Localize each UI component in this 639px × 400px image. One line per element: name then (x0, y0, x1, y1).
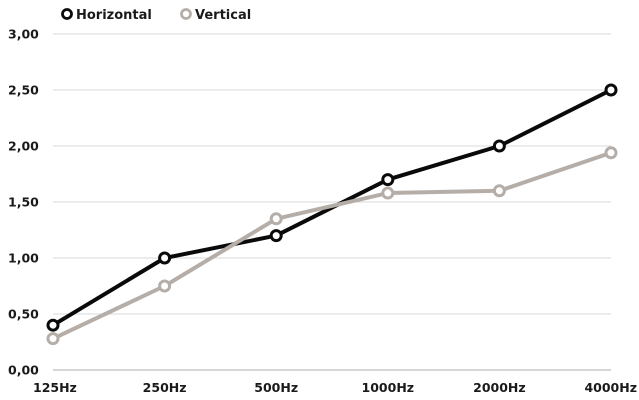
data-point (604, 146, 618, 160)
y-gridlines (53, 33, 611, 371)
legend-label: Horizontal (76, 8, 152, 23)
data-point (269, 212, 283, 226)
y-tick-label: 1,00 (8, 251, 39, 266)
data-point (492, 139, 506, 153)
x-tick-label: 125Hz (33, 380, 77, 395)
y-tick-label: 1,50 (8, 195, 39, 210)
y-tick-label: 0,00 (8, 363, 39, 378)
legend-marker (180, 8, 192, 20)
y-axis: 0,00 0,50 1,00 1,50 2,00 2,50 3,00 (8, 27, 39, 378)
y-tick-label: 2,50 (8, 83, 39, 98)
legend-marker (61, 8, 73, 20)
chart-series (46, 83, 618, 346)
data-point (492, 184, 506, 198)
x-tick-label: 2000Hz (473, 380, 526, 395)
x-tick-label: 4000Hz (584, 380, 637, 395)
series-vertical (46, 146, 618, 346)
x-tick-label: 250Hz (143, 380, 187, 395)
data-point (269, 229, 283, 243)
y-tick-label: 0,50 (8, 307, 39, 322)
legend-label: Vertical (195, 8, 251, 23)
y-tick-label: 3,00 (8, 27, 39, 42)
x-tick-label: 500Hz (254, 380, 298, 395)
data-point (158, 251, 172, 265)
data-point (46, 332, 60, 346)
data-point (381, 186, 395, 200)
chart-legend: Horizontal Vertical (61, 8, 251, 23)
x-tick-label: 1000Hz (362, 380, 415, 395)
data-point (158, 279, 172, 293)
data-point (604, 83, 618, 97)
y-tick-label: 2,00 (8, 139, 39, 154)
data-point (381, 173, 395, 187)
data-point (46, 318, 60, 332)
series-line (51, 150, 613, 341)
x-axis: 125Hz 250Hz 500Hz 1000Hz 2000Hz 4000Hz (33, 380, 637, 395)
